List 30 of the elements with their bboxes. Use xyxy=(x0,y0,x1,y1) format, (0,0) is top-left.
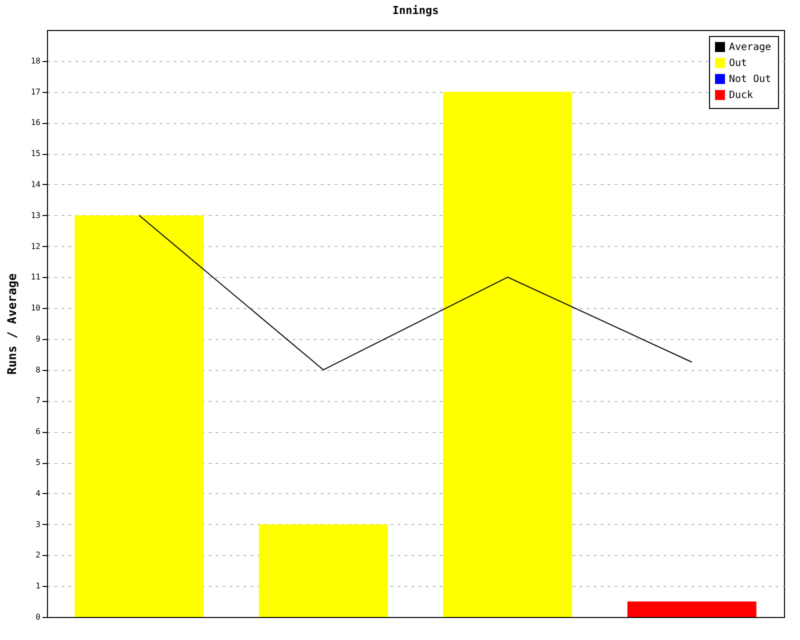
legend-label: Average xyxy=(729,42,772,53)
y-tick-label: 12 xyxy=(30,242,41,251)
y-tick-label: 8 xyxy=(36,365,41,374)
y-tick-label: 4 xyxy=(36,488,41,498)
y-tick-label: 5 xyxy=(36,458,41,468)
y-tick-label: 7 xyxy=(36,396,41,406)
y-tick-label: 2 xyxy=(36,550,41,560)
bar xyxy=(627,602,756,617)
y-tick-label: 1 xyxy=(36,582,41,591)
y-tick-label: 17 xyxy=(30,87,41,96)
bar xyxy=(443,92,572,617)
bar xyxy=(258,524,388,617)
y-tick-label: 16 xyxy=(30,118,41,128)
y-tick-label: 13 xyxy=(30,210,41,220)
y-tick-label: 6 xyxy=(36,427,41,436)
legend-label: Duck xyxy=(729,90,754,101)
y-tick-label: 0 xyxy=(36,612,41,622)
legend-label: Out xyxy=(729,58,748,69)
y-tick-label: 10 xyxy=(30,304,41,313)
y-tick-label: 18 xyxy=(30,56,41,66)
y-tick-label: 3 xyxy=(36,520,41,529)
y-tick-label: 14 xyxy=(30,180,41,189)
y-tick-label: 15 xyxy=(30,149,41,158)
bar xyxy=(74,215,204,617)
line-series xyxy=(138,214,692,370)
y-tick-label: 11 xyxy=(30,272,41,282)
chart-title: Innings xyxy=(392,4,439,17)
y-axis-title: Runs / Average xyxy=(4,273,19,375)
y-tick-label: 9 xyxy=(36,334,41,344)
legend-label: Not Out xyxy=(729,74,772,85)
